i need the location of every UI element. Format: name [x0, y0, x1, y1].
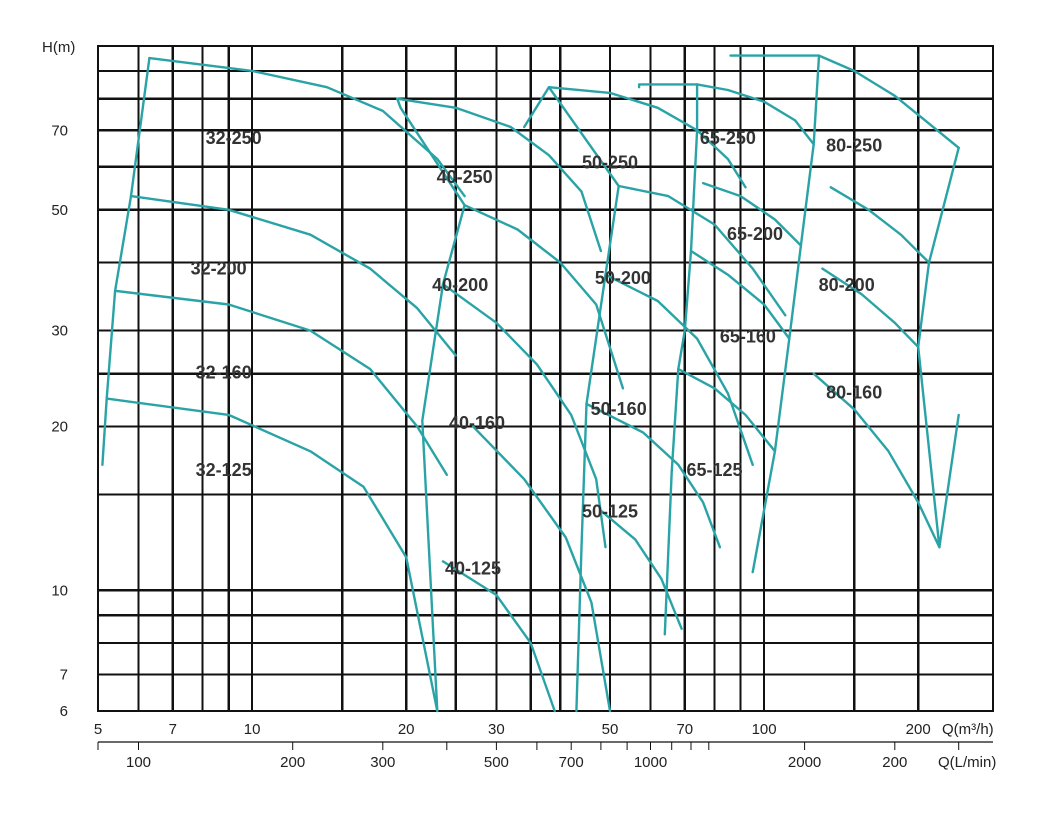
y-tick-label: 50: [51, 202, 68, 219]
32-160-curve: [113, 289, 448, 476]
80-envelope: [729, 54, 821, 574]
y-tick-label: 30: [51, 323, 68, 340]
32-250-curve: [148, 56, 466, 198]
y-tick-label: 6: [60, 703, 68, 720]
x-tick-label: 20: [398, 721, 415, 738]
40-envelope: [396, 97, 466, 713]
label-32-160: 32-160: [196, 363, 252, 383]
50-200-curve: [617, 184, 787, 317]
50-envelope: [523, 85, 620, 713]
x2-tick-label: 700: [559, 754, 584, 771]
32-200-curve: [129, 194, 457, 357]
65-250-curve: [695, 83, 815, 146]
label-65-125: 65-125: [686, 460, 742, 480]
32-envelope: [101, 56, 151, 466]
x-tick-label: 200: [906, 721, 931, 738]
65-160-curve: [689, 249, 791, 340]
label-50-200: 50-200: [595, 268, 651, 288]
label-40-200: 40-200: [432, 275, 488, 295]
65-200-curve: [701, 181, 803, 247]
50-125-low-curve: [599, 509, 683, 630]
80-160-low-curve: [812, 372, 941, 549]
grid-lines: [98, 46, 993, 713]
pump-curves: [101, 54, 960, 713]
80-160-curve: [821, 267, 920, 349]
y-tick-label: 20: [51, 418, 68, 435]
label-32-250: 32-250: [206, 128, 262, 148]
x-tick-label: 10: [244, 721, 261, 738]
label-40-125: 40-125: [445, 558, 501, 578]
50-250-curve: [547, 85, 747, 189]
40-160-curve: [441, 283, 607, 549]
40-200-curve: [463, 203, 625, 390]
50-125-curve: [585, 402, 722, 549]
label-80-200: 80-200: [819, 275, 875, 295]
y-tick-label: 10: [51, 582, 68, 599]
65-125-curve: [677, 367, 777, 453]
80-250-curve: [817, 54, 960, 150]
x-tick-label: 100: [752, 721, 777, 738]
label-65-200: 65-200: [727, 224, 783, 244]
x-axis-title: Q(m³/h): [942, 721, 994, 738]
x2-tick-label: 500: [484, 754, 509, 771]
label-50-160: 50-160: [591, 399, 647, 419]
axes: 6 7 10 20 30 50 70 5 7 10 20 30 50 70 100 200 100 200 300 5…: [51, 122, 993, 771]
label-80-250: 80-250: [826, 136, 882, 156]
x-tick-label: 30: [488, 721, 505, 738]
x-tick-label: 5: [94, 721, 102, 738]
label-32-200: 32-200: [191, 259, 247, 279]
x-tick-label: 7: [169, 721, 177, 738]
pump-model-labels: 32-250 32-200 32-160 32-125 40-250 40-200 40-1…: [191, 128, 883, 578]
40-250-curve: [396, 97, 603, 253]
x2-tick-label: 2000: [788, 754, 821, 771]
y-axis-title: H(m): [42, 39, 75, 56]
label-32-125: 32-125: [196, 460, 252, 480]
x2-tick-label: 200: [280, 754, 305, 771]
50-160-curve: [604, 273, 754, 466]
40-125-low-curve: [441, 560, 556, 713]
80-right-envelope: [917, 146, 960, 549]
label-50-250: 50-250: [582, 153, 638, 173]
x2-tick-label: 1000: [634, 754, 667, 771]
label-65-160: 65-160: [720, 327, 776, 347]
x2-axis-title: Q(L/min): [938, 754, 996, 771]
label-50-125: 50-125: [582, 502, 638, 522]
x-tick-label: 50: [602, 721, 619, 738]
label-80-160: 80-160: [826, 383, 882, 403]
x2-tick-label: 100: [126, 754, 151, 771]
x-tick-label: 70: [676, 721, 693, 738]
y-tick-label: 7: [60, 667, 68, 684]
x2-tick-label: 200: [882, 754, 907, 771]
40-125-curve: [471, 425, 612, 713]
65-envelope: [637, 83, 699, 636]
80-200-curve: [829, 186, 931, 264]
label-65-250: 65-250: [700, 128, 756, 148]
y-tick-label: 70: [51, 122, 68, 139]
x2-tick-label: 300: [370, 754, 395, 771]
32-125-curve: [105, 397, 439, 713]
plot-frame: [97, 45, 994, 712]
label-40-160: 40-160: [449, 413, 505, 433]
label-40-250: 40-250: [437, 167, 493, 187]
